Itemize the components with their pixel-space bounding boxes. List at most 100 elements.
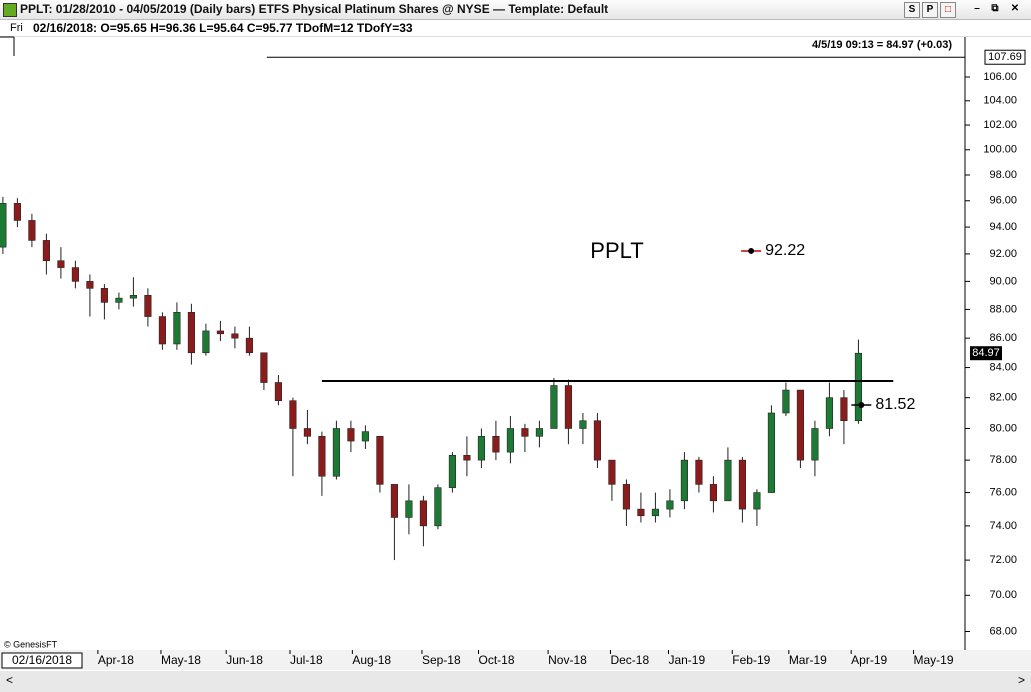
bar-info: 02/16/2018: O=95.65 H=96.36 L=95.64 C=95… — [33, 21, 413, 35]
candle-body — [651, 508, 659, 517]
candle-body — [767, 412, 775, 493]
scroll-left[interactable]: < — [6, 673, 13, 687]
candle-body — [680, 459, 688, 502]
candle-body — [260, 352, 268, 383]
scrollbar[interactable] — [0, 671, 1031, 692]
x-tick-label: Apr-18 — [98, 653, 134, 667]
link-button[interactable]: □ — [940, 2, 956, 18]
candle-body — [593, 420, 601, 461]
candle-body — [434, 487, 442, 527]
y-tick-label: 100.00 — [983, 144, 1017, 156]
x-tick-label: Dec-18 — [610, 653, 649, 667]
candle-body — [0, 203, 7, 248]
candle-body — [318, 436, 326, 477]
candle-body — [216, 330, 224, 335]
candle-body — [202, 330, 210, 354]
marker-label: 92.22 — [765, 242, 805, 259]
marker-dot — [858, 401, 865, 408]
y-tick-label: 86.00 — [989, 332, 1017, 344]
candle-body — [608, 459, 616, 485]
candle-body — [811, 428, 819, 461]
y-tick-label: 96.00 — [989, 195, 1017, 207]
candle-body — [100, 288, 108, 303]
candle-body — [361, 431, 369, 442]
candle-body — [550, 385, 558, 429]
s-button[interactable]: S — [904, 2, 920, 18]
p-button[interactable]: P — [922, 2, 938, 18]
scroll-right[interactable]: > — [1018, 673, 1025, 687]
candle-body — [753, 492, 761, 510]
x-tick-label: Jan-19 — [668, 653, 705, 667]
credit: © GenesisFT — [4, 639, 58, 649]
plot-area — [0, 37, 965, 650]
y-tick-label: 94.00 — [989, 221, 1017, 233]
candle-body — [13, 203, 21, 221]
candle-body — [303, 428, 311, 437]
y-tick-label: 102.00 — [983, 119, 1017, 131]
title-bar: PPLT: 01/28/2010 - 04/05/2019 (Daily bar… — [0, 0, 1031, 20]
candle-body — [173, 311, 181, 345]
candle-body — [274, 382, 282, 402]
x-tick-label: Aug-18 — [352, 653, 391, 667]
candle-body — [854, 352, 862, 422]
upper-box — [984, 49, 1026, 65]
day-label: Fri — [10, 22, 23, 34]
y-tick-label: 98.00 — [989, 169, 1017, 181]
last-price-label: 84.97 — [972, 347, 1000, 359]
x-tick-label: May-18 — [161, 653, 201, 667]
candle-body — [637, 508, 645, 517]
x-tick-label: Feb-19 — [732, 653, 770, 667]
x-tick-label: May-19 — [914, 653, 954, 667]
candle-body — [825, 397, 833, 429]
candle-body — [666, 500, 674, 510]
candle-body — [796, 389, 804, 461]
candle-body — [419, 500, 427, 527]
candle-body — [738, 459, 746, 510]
y-tick-label: 104.00 — [983, 95, 1017, 107]
candle-body — [129, 295, 137, 299]
candle-body — [724, 459, 732, 502]
candle-body — [42, 240, 50, 262]
info-bar: Fri 02/16/2018: O=95.65 H=96.36 L=95.64 … — [0, 20, 1031, 37]
candle-body — [231, 333, 239, 339]
y-tick-label: 106.00 — [983, 71, 1017, 83]
candle-body — [347, 428, 355, 442]
cursor-date-box — [1, 652, 83, 669]
restore-button[interactable]: ⧉ — [991, 3, 999, 14]
candle-body — [115, 297, 123, 303]
close-button[interactable]: ✕ — [1010, 3, 1020, 14]
candle-body — [695, 459, 703, 485]
candle-body — [405, 500, 413, 518]
x-tick-label: Sep-18 — [422, 653, 461, 667]
x-tick-label: Oct-18 — [479, 653, 515, 667]
y-tick-label: 90.00 — [989, 275, 1017, 287]
candle-body — [332, 428, 340, 477]
minimize-button[interactable]: – — [974, 3, 980, 14]
y-tick-label: 74.00 — [989, 520, 1017, 532]
x-tick-label: Jul-18 — [290, 653, 323, 667]
quote: 4/5/19 09:13 = 84.97 (+0.03) — [812, 39, 952, 51]
candle-body — [289, 400, 297, 429]
x-tick-label: Nov-18 — [548, 653, 587, 667]
y-tick-label: 88.00 — [989, 303, 1017, 315]
app-icon — [3, 3, 17, 17]
candle-body — [158, 316, 166, 345]
candle-body — [376, 436, 384, 485]
candle-body — [86, 281, 94, 289]
candle-body — [187, 311, 195, 354]
y-tick-label: 72.00 — [989, 554, 1017, 566]
candle-body — [390, 484, 398, 518]
y-tick-label: 78.00 — [989, 454, 1017, 466]
x-tick-label: Mar-19 — [789, 653, 827, 667]
candle-body — [506, 428, 514, 453]
candle-body — [492, 436, 500, 453]
cursor-date: 02/16/2018 — [12, 653, 72, 667]
candle-body — [144, 295, 152, 317]
marker-dot — [748, 247, 755, 254]
y-tick-label: 76.00 — [989, 486, 1017, 498]
y-tick-label: 68.00 — [989, 625, 1017, 637]
x-tick-label: Apr-19 — [851, 653, 887, 667]
y-tick-label: 80.00 — [989, 422, 1017, 434]
